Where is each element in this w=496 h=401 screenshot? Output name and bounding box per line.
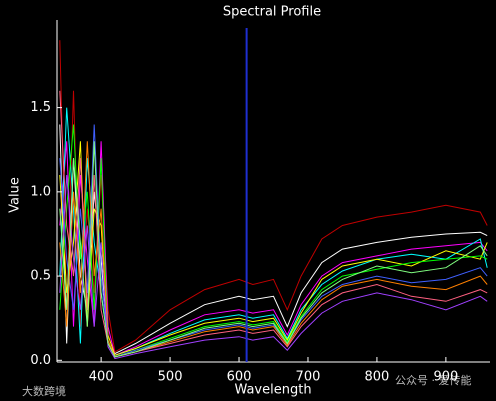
watermark: 大数跨境 [22,384,66,398]
y-tick-label: 1.0 [30,184,51,199]
y-tick-label: 1.5 [30,100,51,115]
spectrum-line [59,124,488,355]
x-tick-label: 600 [227,370,252,385]
spectrum-line [59,90,488,358]
x-tick-label: 400 [89,370,114,385]
x-tick-label: 800 [365,370,390,385]
spectrum-line [59,141,488,358]
spectrum-line [59,40,488,353]
spectrum-line [59,141,488,356]
spectrum-line [59,124,488,358]
watermark: 公众号 · 爱传能 [395,373,472,387]
x-tick-label: 700 [296,370,321,385]
plot-area [59,40,488,360]
spectrum-line [59,107,488,356]
y-tick-label: 0.0 [30,353,51,368]
x-axis-label: Wavelength [234,383,311,398]
x-tick-label: 900 [433,370,458,385]
y-axis-label: Value [8,177,23,213]
spectrum-line [59,174,488,360]
y-tick-label: 0.5 [30,269,51,284]
chart-title: Spectral Profile [223,5,321,20]
spectrum-line [59,141,488,358]
x-tick-label: 500 [158,370,183,385]
